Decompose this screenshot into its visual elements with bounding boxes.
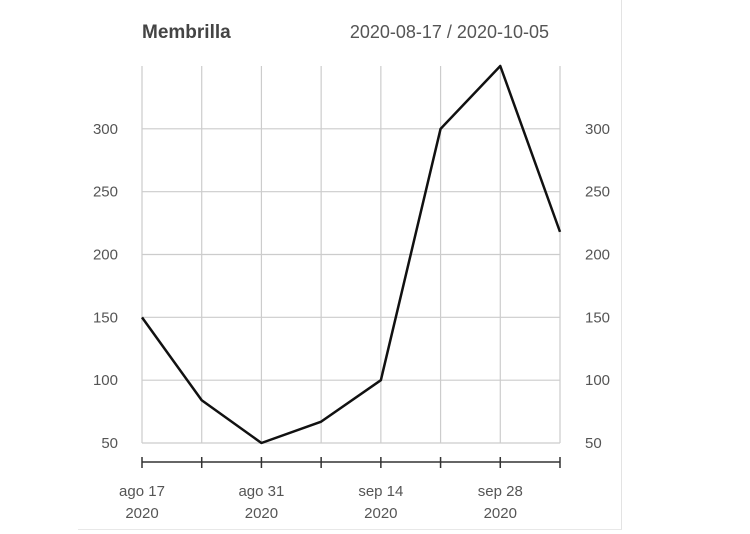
y-tick-label-left: 50 xyxy=(101,435,118,452)
x-tick-year-label: 2020 xyxy=(364,505,397,522)
y-tick-label-right: 100 xyxy=(585,372,610,389)
x-tick-label: ago 31 xyxy=(238,483,284,500)
x-tick-year-label: 2020 xyxy=(484,505,517,522)
grid xyxy=(142,66,560,443)
chart-panel: Membrilla 2020-08-17 / 2020-10-05 50 50 10… xyxy=(78,0,622,530)
x-tick-label: sep 28 xyxy=(478,483,523,500)
x-axis xyxy=(142,457,560,468)
y-tick-label-left: 100 xyxy=(93,372,118,389)
x-tick-label: sep 14 xyxy=(358,483,403,500)
y-axis-labels: 50 50 100 100 150 150 200 200 250 250 300 300 xyxy=(93,121,610,452)
y-tick-label-left: 300 xyxy=(93,121,118,138)
x-tick-year-label: 2020 xyxy=(245,505,278,522)
x-axis-labels: ago 17 2020 ago 31 2020 sep 14 2020 sep 28 2020 xyxy=(119,483,523,522)
y-tick-label-right: 300 xyxy=(585,121,610,138)
y-tick-label-left: 150 xyxy=(93,309,118,326)
y-tick-label-left: 250 xyxy=(93,184,118,201)
x-tick-year-label: 2020 xyxy=(125,505,158,522)
line-chart: Membrilla 2020-08-17 / 2020-10-05 50 50 10… xyxy=(78,0,621,529)
y-tick-label-right: 150 xyxy=(585,309,610,326)
x-tick-label: ago 17 xyxy=(119,483,165,500)
chart-title: Membrilla xyxy=(142,22,231,43)
y-tick-label-right: 50 xyxy=(585,435,602,452)
y-tick-label-right: 250 xyxy=(585,184,610,201)
date-range-label: 2020-08-17 / 2020-10-05 xyxy=(350,22,549,42)
y-tick-label-right: 200 xyxy=(585,247,610,264)
y-tick-label-left: 200 xyxy=(93,247,118,264)
